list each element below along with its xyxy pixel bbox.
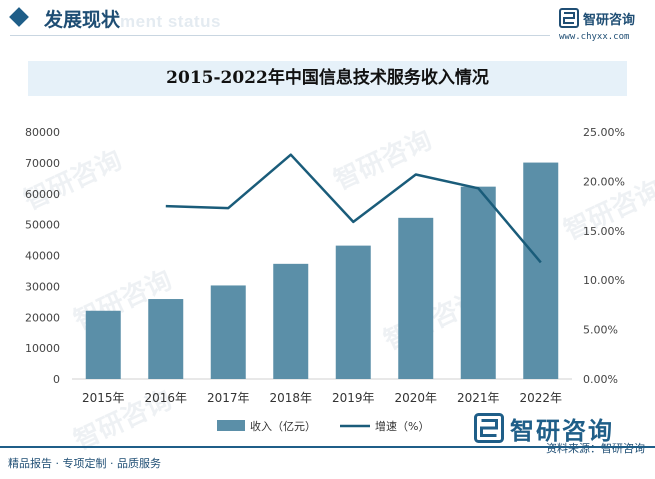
growth-series-line [165,153,542,264]
y-left-tick-label: 30000 [25,280,60,293]
y-left-tick-label: 20000 [25,311,60,324]
bar [273,263,309,379]
y-right-tick-label: 5.00% [583,324,618,337]
brand-logo-bottom: 智研咨询 [474,413,612,447]
chart-title: 2015-2022年中国信息技术服务收入情况 [166,68,489,88]
bar [148,299,184,379]
y-left-tick-label: 60000 [25,188,60,201]
section-header: ment status 发展现状 [0,0,655,44]
header-divider [10,35,550,36]
x-tick-label: 2015年 [82,391,125,405]
x-tick-label: 2018年 [269,391,312,405]
footer-slogan: 精品报告 · 专项定制 · 品质服务 [8,457,161,470]
header-watermark: ment status [120,12,221,31]
y-left-tick-label: 80000 [25,126,60,139]
y-right-tick-label: 0.00% [583,373,618,386]
y-left-tick-label: 40000 [25,250,60,263]
bar [210,285,246,379]
x-tick-label: 2017年 [207,391,250,405]
y-right-tick-label: 25.00% [583,126,625,139]
brand-logo-icon [559,8,579,28]
bar [85,310,121,379]
chart-title-banner: 2015-2022年中国信息技术服务收入情况 [28,61,627,96]
brand-name: 智研咨询 [510,417,614,445]
bar [460,186,496,379]
x-tick-label: 2022年 [519,391,562,405]
y-right-tick-label: 20.00% [583,175,625,188]
brand-name: 智研咨询 [583,13,636,28]
legend-label-growth: 增速（%） [375,419,429,433]
x-tick-label: 2016年 [144,391,187,405]
y-left-tick-label: 50000 [25,219,60,232]
y-left-tick-label: 0 [53,373,60,386]
footer-divider [0,446,655,448]
section-title: 发展现状 [44,9,121,31]
brand-url: www.chyxx.com [559,32,630,42]
brand-logo-icon [474,413,504,443]
bar [398,217,434,379]
x-tick-label: 2020年 [394,391,437,405]
y-right-tick-label: 10.00% [583,274,625,287]
y-left-tick-label: 10000 [25,342,60,355]
legend-swatch-revenue [217,420,245,431]
legend-label-revenue: 收入（亿元） [250,419,316,433]
bar [335,245,371,379]
y-right-tick-label: 15.00% [583,225,625,238]
x-tick-label: 2021年 [457,391,500,405]
source-note: 资料来源：智研咨询 [546,442,645,455]
y-left-tick-label: 70000 [25,157,60,170]
x-tick-label: 2019年 [332,391,375,405]
bar [523,162,559,379]
